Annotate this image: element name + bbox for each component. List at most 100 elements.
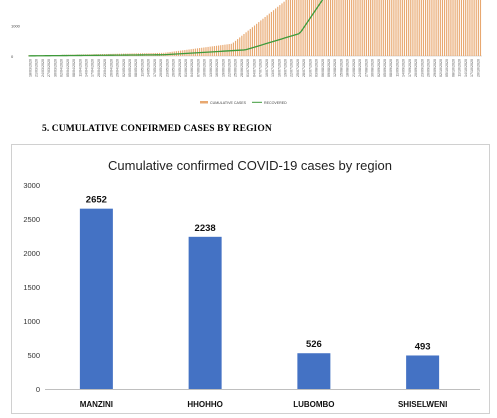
top-x-tick-label: 05/10/2020 xyxy=(445,59,449,77)
cumulative-case-bar xyxy=(319,0,321,56)
cumulative-case-bar xyxy=(359,0,361,56)
bar-hhohho xyxy=(188,236,222,389)
cumulative-case-bar xyxy=(334,0,336,56)
cumulative-case-bar xyxy=(475,0,477,56)
cumulative-case-bar xyxy=(336,0,338,56)
cumulative-case-bar xyxy=(287,0,289,56)
top-x-tick-label: 14/10/2020 xyxy=(464,59,468,77)
top-x-tick-label: 05/04/2020 xyxy=(66,59,70,77)
cumulative-case-bar xyxy=(338,0,340,56)
top-x-tick-label: 08/04/2020 xyxy=(72,59,76,77)
cumulative-case-bar xyxy=(308,0,311,56)
top-x-tick-label: 15/08/2020 xyxy=(339,59,343,77)
cumulative-case-bar xyxy=(395,0,397,56)
cumulative-case-bar xyxy=(365,0,368,56)
cumulative-case-bar xyxy=(258,22,260,56)
cumulative-case-bar xyxy=(272,10,275,57)
top-x-tick-label: 12/08/2020 xyxy=(333,59,337,77)
top-x-tick-label: 20/09/2020 xyxy=(414,59,418,77)
cumulative-case-bar xyxy=(298,0,300,56)
cumulative-case-bar xyxy=(294,0,296,56)
top-x-tick-label: 17/09/2020 xyxy=(408,59,412,77)
cumulative-case-bar xyxy=(264,17,266,56)
cumulative-case-bar xyxy=(253,25,256,56)
cumulative-case-bar xyxy=(270,11,272,56)
y-tick-label: 0 xyxy=(36,385,40,394)
top-x-tick-label: 25/06/2020 xyxy=(234,59,238,77)
cumulative-case-bar xyxy=(374,0,376,56)
top-x-tick-label: 18/08/2020 xyxy=(346,59,350,77)
cumulative-case-bar xyxy=(380,0,382,56)
cumulative-case-bar xyxy=(469,0,471,56)
top-x-tick-label: 24/08/2020 xyxy=(358,59,362,77)
cumulative-case-bar xyxy=(448,0,450,56)
cumulative-case-bar xyxy=(397,0,399,56)
cumulative-case-bar xyxy=(209,46,211,56)
top-x-tick-label: 08/05/2020 xyxy=(134,59,138,77)
cumulative-case-bar xyxy=(353,0,355,56)
top-x-tick-label: 23/04/2020 xyxy=(103,59,107,77)
cumulative-case-bar xyxy=(228,44,230,56)
y-tick-label: 2000 xyxy=(23,249,40,258)
cumulative-case-bar xyxy=(389,0,391,56)
top-x-tick-label: 11/04/2020 xyxy=(78,59,82,77)
top-x-tick-label: 21/03/2020 xyxy=(35,59,39,77)
cumulative-case-bar xyxy=(420,0,422,56)
cumulative-case-bar xyxy=(422,0,425,56)
cumulative-case-bar xyxy=(367,0,370,56)
cumulative-case-bar xyxy=(477,0,479,56)
top-x-tick-label: 05/05/2020 xyxy=(128,59,132,77)
top-x-tick-label: 08/10/2020 xyxy=(451,59,455,77)
top-x-tick-label: 19/06/2020 xyxy=(221,59,225,77)
region-bar-chart: Cumulative confirmed COVID-19 cases by r… xyxy=(23,158,480,409)
cumulative-case-bar xyxy=(429,0,431,56)
top-y-tick-label: 0 xyxy=(11,54,14,59)
cumulative-case-bar xyxy=(348,0,351,56)
top-x-tick-label: 02/05/2020 xyxy=(122,59,126,77)
cumulative-case-bar xyxy=(325,0,327,56)
top-x-tick-label: 17/04/2020 xyxy=(91,59,95,77)
cumulative-case-bar xyxy=(465,0,467,56)
top-x-tick-label: 20/04/2020 xyxy=(97,59,101,77)
top-x-tick-label: 23/05/2020 xyxy=(165,59,169,77)
top-x-tick-label: 30/08/2020 xyxy=(371,59,375,77)
top-x-tick-label: 06/08/2020 xyxy=(321,59,325,77)
data-label-hhohho: 2238 xyxy=(195,223,216,234)
top-x-tick-label: 14/05/2020 xyxy=(147,59,151,77)
cumulative-case-bar xyxy=(226,44,228,56)
cumulative-case-bar xyxy=(410,0,412,56)
cumulative-case-bar xyxy=(376,0,378,56)
cumulative-case-bar xyxy=(329,0,332,56)
top-x-tick-label: 08/09/2020 xyxy=(389,59,393,77)
cumulative-case-bar xyxy=(220,45,222,56)
top-x-tick-label: 11/05/2020 xyxy=(140,59,144,77)
top-x-tick-label: 09/08/2020 xyxy=(327,59,331,77)
cumulative-case-bar xyxy=(424,0,427,56)
y-tick-label: 500 xyxy=(27,351,40,360)
cumulative-case-bar xyxy=(315,0,317,56)
bar-lubombo xyxy=(297,353,331,389)
top-x-tick-label: 17/10/2020 xyxy=(470,59,474,77)
top-x-tick-label: 13/06/2020 xyxy=(209,59,213,77)
cumulative-case-bar xyxy=(340,0,342,56)
top-x-tick-label: 18/03/2020 xyxy=(29,59,33,77)
cumulative-cases-recovered-chart: 20001000018/03/202021/03/202024/03/20202… xyxy=(11,0,482,105)
top-x-labels: 18/03/2020 21/03/2020 24/03/2020 27/03/2020… xyxy=(29,59,481,77)
cumulative-case-bar xyxy=(412,0,414,56)
section-heading: 5. CUMULATIVE CONFIRMED CASES BY REGION xyxy=(42,124,272,134)
top-x-tick-label: 21/08/2020 xyxy=(352,59,356,77)
top-x-tick-label: 24/03/2020 xyxy=(41,59,45,77)
top-x-tick-label: 26/09/2020 xyxy=(427,59,431,77)
top-x-tick-label: 16/06/2020 xyxy=(215,59,219,77)
top-x-tick-label: 31/07/2020 xyxy=(308,59,312,77)
bar-shiselweni xyxy=(406,355,440,389)
cumulative-case-bar xyxy=(418,0,420,56)
cumulative-case-bar xyxy=(399,0,401,56)
cumulative-case-bar xyxy=(211,46,213,56)
cumulative-case-bar xyxy=(443,0,446,56)
cumulative-case-bar xyxy=(283,1,285,56)
cumulative-case-bar xyxy=(414,0,416,56)
bar-manzini xyxy=(79,208,113,389)
top-x-tick-label: 07/07/2020 xyxy=(259,59,263,77)
cumulative-case-bar xyxy=(450,0,452,56)
